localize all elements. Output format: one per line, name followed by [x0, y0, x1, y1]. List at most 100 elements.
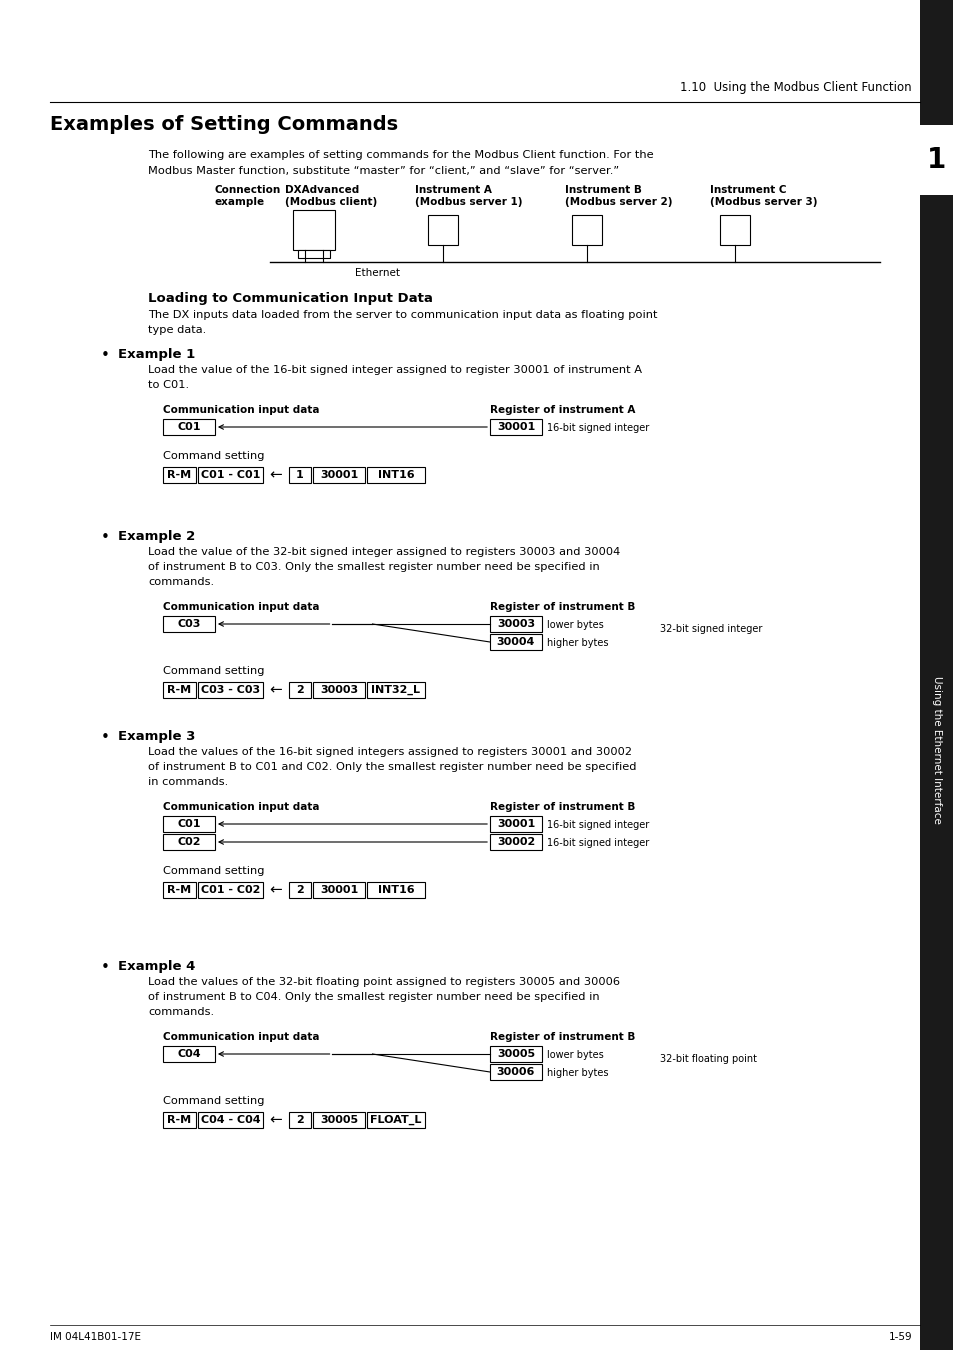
Text: Communication input data: Communication input data: [163, 405, 319, 414]
Text: lower bytes: lower bytes: [546, 1050, 603, 1060]
Text: INT32_L: INT32_L: [371, 684, 420, 695]
Text: 16-bit signed integer: 16-bit signed integer: [546, 423, 649, 433]
Bar: [367, 467, 424, 483]
Text: 2: 2: [295, 886, 304, 895]
Text: Using the Ethernet Interface: Using the Ethernet Interface: [931, 676, 941, 824]
Text: of instrument B to C04. Only the smallest register number need be specified in: of instrument B to C04. Only the smalles…: [148, 992, 599, 1002]
Text: The following are examples of setting commands for the Modbus Client function. F: The following are examples of setting co…: [148, 150, 653, 161]
Bar: [163, 1046, 214, 1062]
Bar: [919, 0, 953, 1350]
Text: 1-59: 1-59: [887, 1332, 911, 1342]
Text: of instrument B to C03. Only the smallest register number need be specified in: of instrument B to C03. Only the smalles…: [148, 562, 599, 572]
Text: of instrument B to C01 and C02. Only the smallest register number need be specif: of instrument B to C01 and C02. Only the…: [148, 761, 636, 772]
Text: 30003: 30003: [497, 620, 535, 629]
Text: Register of instrument B: Register of instrument B: [490, 602, 635, 612]
Bar: [919, 126, 953, 194]
Text: INT16: INT16: [377, 470, 414, 481]
Text: C02: C02: [177, 837, 200, 846]
Text: 1: 1: [295, 470, 304, 481]
Text: 32-bit signed integer: 32-bit signed integer: [659, 624, 761, 634]
Bar: [289, 467, 311, 483]
Text: 30001: 30001: [319, 886, 357, 895]
Text: Register of instrument B: Register of instrument B: [490, 802, 635, 811]
Text: type data.: type data.: [148, 325, 206, 335]
Text: Modbus Master function, substitute “master” for “client,” and “slave” for “serve: Modbus Master function, substitute “mast…: [148, 166, 618, 176]
Text: (Modbus client): (Modbus client): [285, 197, 376, 207]
Text: 30004: 30004: [497, 637, 535, 647]
Text: 30001: 30001: [319, 470, 357, 481]
Text: Communication input data: Communication input data: [163, 602, 319, 612]
Text: (Modbus server 2): (Modbus server 2): [564, 197, 672, 207]
Bar: [490, 834, 541, 850]
Bar: [367, 882, 424, 898]
Text: R-M: R-M: [168, 470, 192, 481]
Text: •: •: [100, 960, 110, 975]
Text: ←: ←: [270, 1112, 282, 1127]
Text: 30001: 30001: [497, 819, 535, 829]
Text: Load the value of the 32-bit signed integer assigned to registers 30003 and 3000: Load the value of the 32-bit signed inte…: [148, 547, 619, 558]
Text: C03: C03: [177, 620, 200, 629]
Text: Example 2: Example 2: [118, 531, 195, 543]
Text: 30005: 30005: [497, 1049, 535, 1058]
Text: lower bytes: lower bytes: [546, 620, 603, 630]
Bar: [313, 882, 365, 898]
Text: Command setting: Command setting: [163, 1096, 264, 1106]
Bar: [293, 211, 335, 250]
Text: IM 04L41B01-17E: IM 04L41B01-17E: [50, 1332, 141, 1342]
Text: (Modbus server 3): (Modbus server 3): [709, 197, 817, 207]
Text: 2: 2: [295, 1115, 304, 1125]
Text: 1: 1: [926, 146, 945, 174]
Text: Command setting: Command setting: [163, 865, 264, 876]
Bar: [163, 882, 195, 898]
Bar: [163, 834, 214, 850]
Text: Ethernet: Ethernet: [355, 269, 399, 278]
Bar: [490, 1046, 541, 1062]
Text: Loading to Communication Input Data: Loading to Communication Input Data: [148, 292, 433, 305]
Bar: [572, 215, 601, 244]
Text: 30003: 30003: [319, 684, 357, 695]
Text: 16-bit signed integer: 16-bit signed integer: [546, 838, 649, 848]
Bar: [198, 882, 263, 898]
Text: 32-bit floating point: 32-bit floating point: [659, 1054, 757, 1064]
Bar: [289, 682, 311, 698]
Text: commands.: commands.: [148, 1007, 213, 1017]
Text: Register of instrument B: Register of instrument B: [490, 1031, 635, 1042]
Bar: [163, 616, 214, 632]
Text: 30001: 30001: [497, 423, 535, 432]
Text: 30006: 30006: [497, 1066, 535, 1077]
Text: Command setting: Command setting: [163, 666, 264, 676]
Text: The DX inputs data loaded from the server to communication input data as floatin: The DX inputs data loaded from the serve…: [148, 310, 657, 320]
Text: Instrument A: Instrument A: [415, 185, 492, 194]
Text: C01: C01: [177, 423, 200, 432]
Bar: [289, 882, 311, 898]
Text: C01 - C01: C01 - C01: [200, 470, 260, 481]
Bar: [490, 634, 541, 649]
Bar: [163, 418, 214, 435]
Text: ←: ←: [270, 683, 282, 698]
Bar: [163, 815, 214, 832]
Bar: [313, 467, 365, 483]
Bar: [198, 682, 263, 698]
Text: Load the value of the 16-bit signed integer assigned to register 30001 of instru: Load the value of the 16-bit signed inte…: [148, 364, 641, 375]
Text: 30005: 30005: [319, 1115, 357, 1125]
Text: higher bytes: higher bytes: [546, 639, 608, 648]
Text: INT16: INT16: [377, 886, 414, 895]
Text: Connection: Connection: [214, 185, 281, 194]
Text: Load the values of the 16-bit signed integers assigned to registers 30001 and 30: Load the values of the 16-bit signed int…: [148, 747, 631, 757]
Text: Examples of Setting Commands: Examples of Setting Commands: [50, 115, 397, 134]
Bar: [490, 1064, 541, 1080]
Text: •: •: [100, 531, 110, 545]
Text: 16-bit signed integer: 16-bit signed integer: [546, 819, 649, 830]
Bar: [198, 1112, 263, 1129]
Text: commands.: commands.: [148, 576, 213, 587]
Bar: [163, 1112, 195, 1129]
Text: Example 3: Example 3: [118, 730, 195, 742]
Text: Example 4: Example 4: [118, 960, 195, 973]
Text: R-M: R-M: [168, 1115, 192, 1125]
Text: 2: 2: [295, 684, 304, 695]
Text: Communication input data: Communication input data: [163, 1031, 319, 1042]
Text: to C01.: to C01.: [148, 379, 189, 390]
Text: in commands.: in commands.: [148, 778, 228, 787]
Text: Load the values of the 32-bit floating point assigned to registers 30005 and 300: Load the values of the 32-bit floating p…: [148, 977, 619, 987]
Text: ←: ←: [270, 467, 282, 482]
